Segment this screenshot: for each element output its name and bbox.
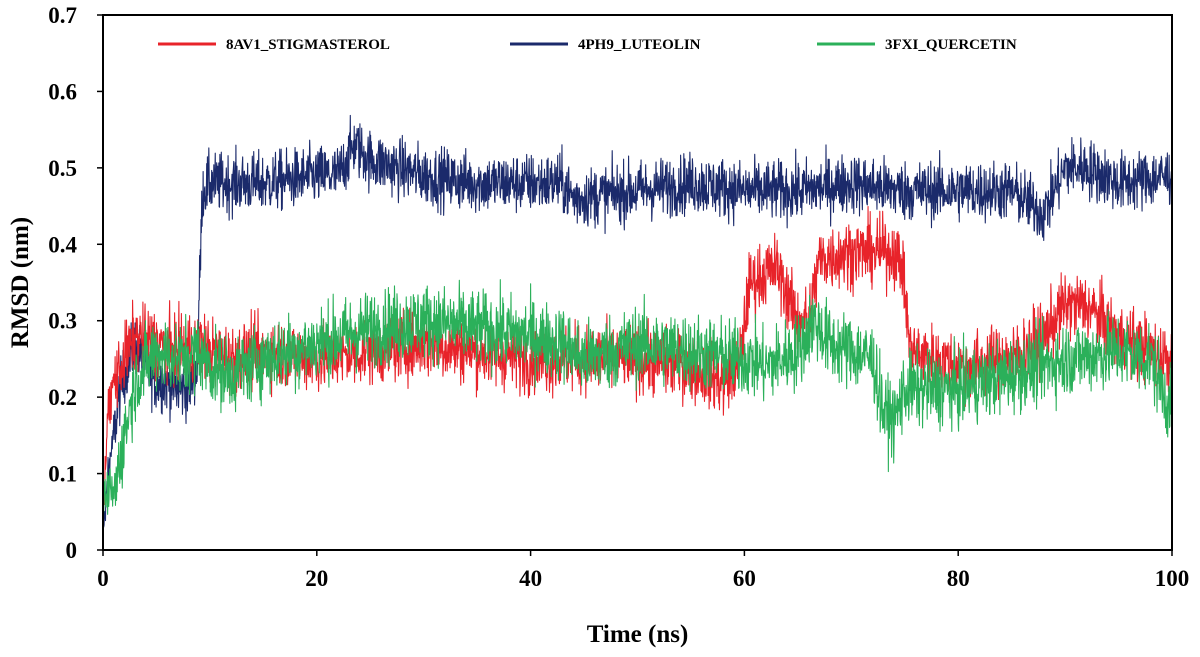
y-tick-label: 0.7 (48, 3, 77, 28)
x-tick-label: 80 (947, 566, 970, 591)
x-tick-label: 100 (1155, 566, 1190, 591)
series-line-2 (102, 279, 1173, 515)
x-tick-label: 60 (733, 566, 756, 591)
y-tick-label: 0.5 (48, 156, 77, 181)
series-line-1 (102, 114, 1173, 535)
axes-layer: 0 20 40 60 80 100 0 0.1 0.2 0.3 0.4 0.5 0.6 0.7 (48, 3, 1189, 591)
x-tick-label: 0 (97, 566, 109, 591)
y-tick-label: 0 (66, 538, 78, 563)
y-tick-label: 0.1 (48, 462, 77, 487)
plot-area-frame (102, 14, 1173, 551)
y-tick-label: 0.4 (48, 232, 77, 257)
x-axis-title: Time (ns) (587, 621, 689, 648)
series-layer (102, 114, 1173, 535)
y-tick-label: 0.2 (48, 385, 77, 410)
legend-label-0: 8AV1_STIGMASTEROL (226, 37, 390, 53)
y-axis-title: RMSD (nm) (7, 217, 34, 348)
y-tick-label: 0.3 (48, 309, 77, 334)
legend: 8AV1_STIGMASTEROL 4PH9_LUTEOLIN 3FXI_QUERC… (158, 37, 1017, 53)
y-tick-label: 0.6 (48, 79, 77, 104)
x-tick-label: 40 (519, 566, 542, 591)
legend-label-1: 4PH9_LUTEOLIN (578, 37, 701, 53)
legend-label-2: 3FXI_QUERCETIN (885, 37, 1017, 53)
x-tick-label: 20 (305, 566, 328, 591)
